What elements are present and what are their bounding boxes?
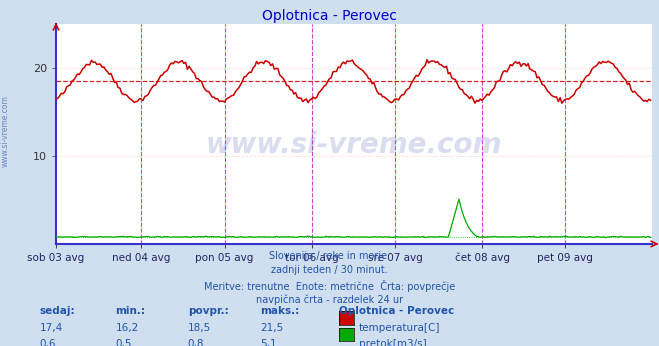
- Text: 0,6: 0,6: [40, 339, 56, 346]
- Text: povpr.:: povpr.:: [188, 306, 229, 316]
- Text: pretok[m3/s]: pretok[m3/s]: [359, 339, 427, 346]
- Text: www.si-vreme.com: www.si-vreme.com: [206, 131, 502, 159]
- Text: 21,5: 21,5: [260, 323, 283, 333]
- Text: min.:: min.:: [115, 306, 146, 316]
- Text: Slovenija / reke in morje.: Slovenija / reke in morje.: [269, 251, 390, 261]
- Text: 16,2: 16,2: [115, 323, 138, 333]
- Text: maks.:: maks.:: [260, 306, 300, 316]
- Text: temperatura[C]: temperatura[C]: [359, 323, 441, 333]
- Text: zadnji teden / 30 minut.: zadnji teden / 30 minut.: [271, 265, 388, 275]
- Text: www.si-vreme.com: www.si-vreme.com: [1, 95, 10, 167]
- Text: navpična črta - razdelek 24 ur: navpična črta - razdelek 24 ur: [256, 294, 403, 305]
- Text: Oplotnica - Perovec: Oplotnica - Perovec: [262, 9, 397, 22]
- Text: sedaj:: sedaj:: [40, 306, 75, 316]
- Text: 5,1: 5,1: [260, 339, 277, 346]
- Text: Oplotnica - Perovec: Oplotnica - Perovec: [339, 306, 455, 316]
- Text: Meritve: trenutne  Enote: metrične  Črta: povprečje: Meritve: trenutne Enote: metrične Črta: …: [204, 280, 455, 292]
- Text: 18,5: 18,5: [188, 323, 211, 333]
- Text: 17,4: 17,4: [40, 323, 63, 333]
- Text: 0,8: 0,8: [188, 339, 204, 346]
- Text: 0,5: 0,5: [115, 339, 132, 346]
